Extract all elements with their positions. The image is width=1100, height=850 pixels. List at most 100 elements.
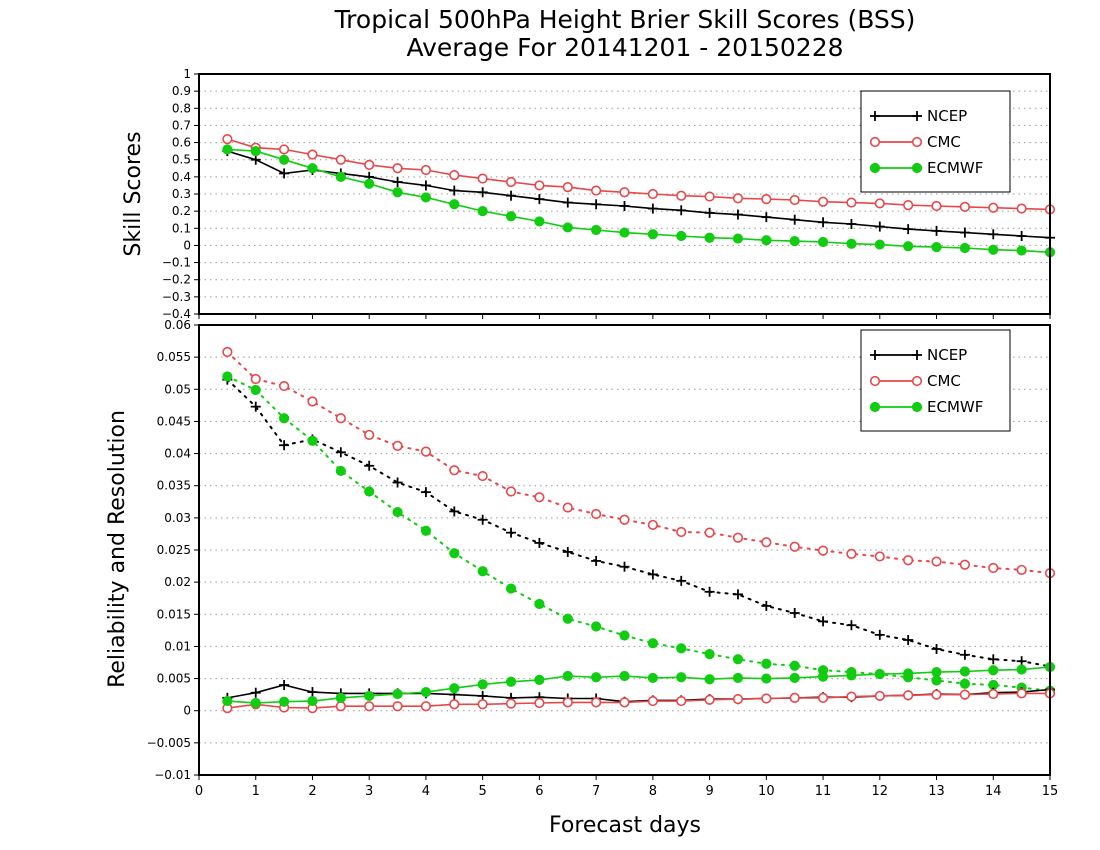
bottom-cmc-point xyxy=(676,526,687,538)
top-y-tick-label: 0.1 xyxy=(172,221,191,235)
bottom-cmc-point xyxy=(817,692,829,703)
top-legend-cmc-marker xyxy=(869,136,881,148)
bottom-cmc-point xyxy=(335,413,346,424)
top-ncep-point xyxy=(279,168,290,179)
top-legend-ncep-label: NCEP xyxy=(927,107,967,125)
bottom-ecmwf-point xyxy=(250,697,261,709)
top-y-tick-label: −0.4 xyxy=(162,307,191,321)
bottom-cmc-point xyxy=(222,346,233,358)
bottom-cmc-point xyxy=(732,694,744,705)
top-ecmwf-point xyxy=(307,163,318,174)
bottom-cmc-point xyxy=(761,693,772,704)
bottom-cmc-point xyxy=(364,429,375,441)
bottom-ncep-point xyxy=(818,616,829,627)
bottom-cmc-point xyxy=(562,697,573,708)
top-series-cmc-solid xyxy=(222,134,1056,215)
bottom-y-tick-label: 0.035 xyxy=(157,479,191,493)
bottom-ncep-point xyxy=(931,644,942,654)
bottom-cmc-point xyxy=(647,519,658,531)
top-ecmwf-point xyxy=(591,224,602,236)
bottom-series-cmc-solid xyxy=(222,688,1056,714)
bottom-cmc-point xyxy=(647,695,658,707)
x-tick-label: 15 xyxy=(1042,784,1059,799)
bottom-ncep-point xyxy=(846,620,857,631)
bottom-ecmwf-point xyxy=(761,658,772,669)
bottom-ecmwf-point xyxy=(392,506,403,518)
bottom-ecmwf-point xyxy=(364,690,375,702)
top-series-ncep-solid xyxy=(222,146,1055,243)
x-tick-label: 0 xyxy=(195,784,203,799)
bottom-cmc-point xyxy=(307,396,318,407)
bottom-ncep-point xyxy=(250,687,261,698)
top-cmc-point xyxy=(534,180,545,191)
bottom-cmc-point xyxy=(591,697,602,708)
bottom-legend-cmc-marker xyxy=(911,375,923,387)
top-legend-cmc-label: CMC xyxy=(927,133,961,151)
top-cmc-point xyxy=(222,134,233,145)
bottom-ncep-point xyxy=(335,447,346,458)
bottom-ncep-point xyxy=(732,589,743,600)
x-tick-label: 10 xyxy=(758,784,775,799)
top-ncep-point xyxy=(874,221,885,232)
bottom-y-tick-label: 0.01 xyxy=(164,639,191,653)
top-ecmwf-point xyxy=(903,241,914,252)
bottom-cmc-point xyxy=(874,690,885,702)
top-ecmwf-point xyxy=(505,211,517,222)
top-cmc-point xyxy=(364,159,375,170)
bottom-legend-cmc-marker xyxy=(869,375,881,387)
bottom-ecmwf-line xyxy=(226,375,1051,692)
top-ncep-point xyxy=(647,203,658,214)
top-ncep-point xyxy=(591,199,602,210)
bottom-ecmwf-point xyxy=(704,674,715,685)
bottom-legend-ecmwf-marker xyxy=(911,401,923,413)
x-tick-label: 12 xyxy=(872,784,889,799)
bottom-cmc-point xyxy=(591,508,602,520)
top-ecmwf-point xyxy=(817,236,829,248)
bottom-cmc-point xyxy=(676,695,687,707)
bottom-ecmwf-point xyxy=(222,371,233,382)
top-ecmwf-point xyxy=(279,154,290,165)
top-ecmwf-point xyxy=(988,244,999,255)
bottom-y-tick-label: 0.005 xyxy=(157,672,191,686)
top-y-tick-label: 0.5 xyxy=(172,153,191,167)
bottom-ecmwf-point xyxy=(704,649,715,660)
bottom-ncep-point xyxy=(279,440,290,451)
bottom-ecmwf-point xyxy=(1016,664,1027,675)
top-cmc-point xyxy=(988,202,999,213)
bottom-ncep-point xyxy=(591,555,602,566)
top-cmc-point xyxy=(505,176,517,188)
bottom-ncep-point xyxy=(676,575,687,586)
x-tick-label: 7 xyxy=(592,784,600,799)
x-tick-label: 11 xyxy=(815,784,832,799)
bottom-ecmwf-point xyxy=(732,672,744,684)
bottom-ecmwf-point xyxy=(534,598,545,610)
bottom-ecmwf-point xyxy=(676,672,687,683)
bottom-ecmwf-point xyxy=(846,670,857,681)
top-y-tick-label: −0.3 xyxy=(162,290,191,304)
x-tick-label: 3 xyxy=(365,784,373,799)
bottom-cmc-point xyxy=(619,697,630,708)
bottom-ecmwf-point xyxy=(959,666,971,677)
bottom-ncep-point xyxy=(988,654,999,665)
bottom-ncep-point xyxy=(647,569,658,580)
bottom-ncep-point xyxy=(761,600,772,611)
top-ecmwf-point xyxy=(250,146,261,157)
top-plot-frame xyxy=(198,73,1051,315)
top-cmc-point xyxy=(789,194,800,206)
bottom-y-tick-label: 0.03 xyxy=(164,511,191,525)
top-ecmwf-point xyxy=(676,230,687,242)
top-ncep-point xyxy=(1016,231,1027,241)
chart-subtitle: Average For 20141201 - 20150228 xyxy=(406,33,843,62)
top-ncep-point xyxy=(562,197,573,208)
bottom-ecmwf-point xyxy=(392,688,403,700)
bottom-ncep-point xyxy=(506,527,517,538)
bottom-ecmwf-line xyxy=(227,666,1051,704)
top-cmc-point xyxy=(903,200,914,211)
bottom-cmc-point xyxy=(477,699,488,710)
bottom-y-tick-label: 0.055 xyxy=(157,350,191,364)
bottom-cmc-point xyxy=(903,690,914,701)
bottom-ecmwf-point xyxy=(874,668,885,680)
bottom-ncep-point xyxy=(279,680,290,690)
bottom-ecmwf-point xyxy=(619,670,630,682)
